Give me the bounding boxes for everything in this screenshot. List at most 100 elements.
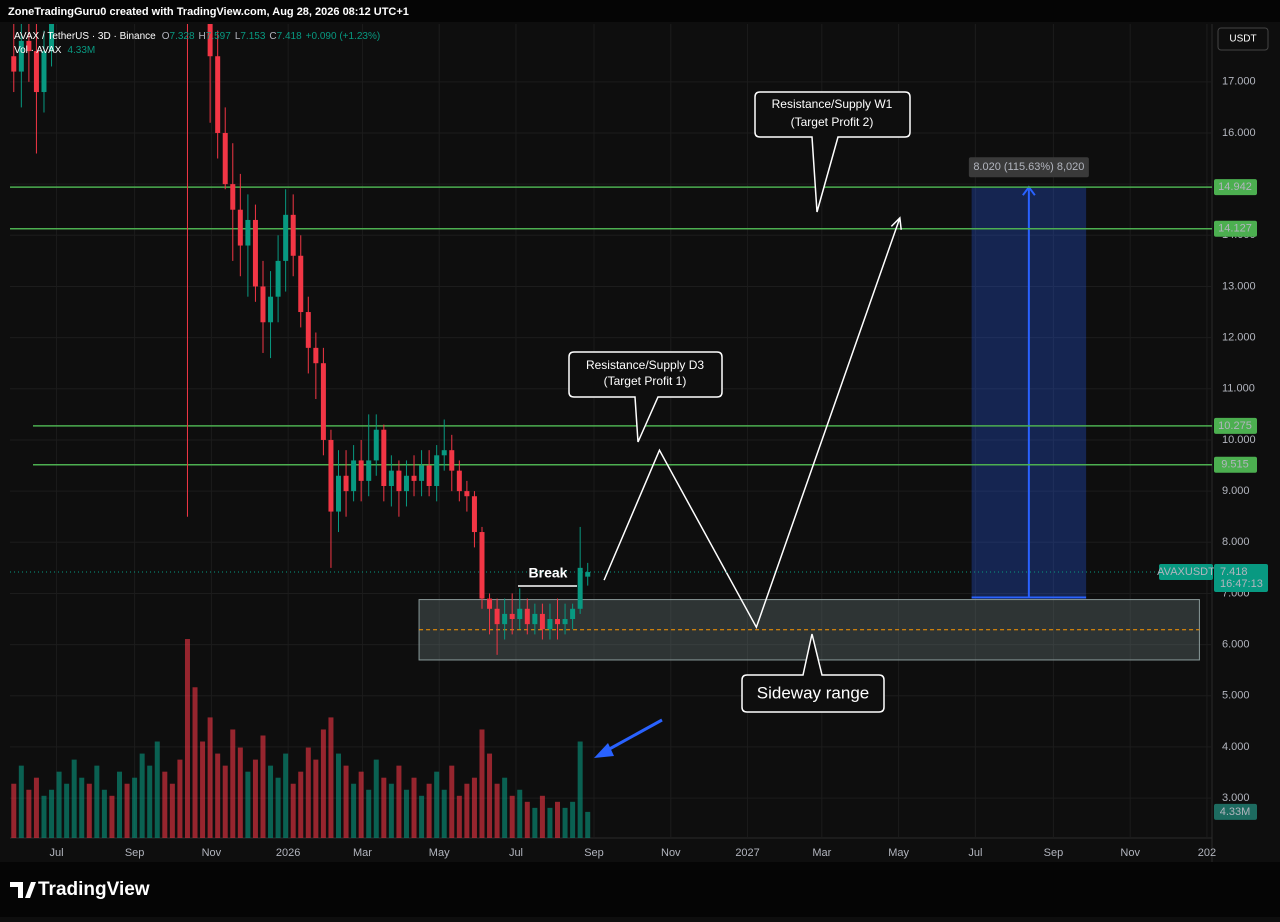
volume-bar (358, 771, 364, 838)
volume-bar (305, 747, 311, 838)
y-tick-label: 9.000 (1222, 485, 1250, 497)
candle-body (373, 429, 379, 461)
bottom-bar (0, 862, 1280, 917)
candle-body (555, 619, 561, 625)
candle-body (434, 455, 440, 486)
volume-label-box (1214, 803, 1257, 820)
top-bar (0, 0, 1280, 22)
volume-bar (275, 777, 281, 838)
volume-bar (260, 735, 266, 838)
x-tick-label: Jul (968, 847, 982, 859)
volume-bar (132, 777, 138, 838)
candle-body (298, 255, 304, 313)
volume-bar (366, 789, 372, 838)
volume-title: Vol · AVAX (14, 45, 62, 56)
high-value: 7.597 (206, 31, 231, 42)
volume-bar (230, 729, 236, 838)
candle-body (222, 132, 228, 185)
volume-bar (298, 771, 304, 838)
volume-bar (124, 783, 130, 838)
candle-body (381, 429, 387, 486)
y-tick-label: 6.000 (1222, 639, 1250, 651)
x-tick-label: Nov (1120, 847, 1140, 859)
candle-body (358, 460, 364, 481)
last-price-box (1214, 564, 1268, 593)
candle-body (237, 209, 243, 246)
candle-body (328, 439, 334, 512)
x-tick-label: Sep (1044, 847, 1064, 859)
volume-bar (147, 765, 153, 838)
x-tick-label: Nov (661, 847, 681, 859)
candle-body (366, 460, 372, 481)
volume-bar (222, 765, 228, 838)
volume-bar (555, 801, 561, 838)
x-tick-label: Mar (812, 847, 831, 859)
projection-path (603, 217, 901, 630)
volume-bar (426, 783, 432, 838)
measure-label-box (968, 157, 1089, 178)
volume-bar (71, 759, 77, 838)
countdown: 16:47:13 (1220, 578, 1263, 590)
volume-bar (184, 639, 190, 838)
volume-label: 4.33M (1220, 806, 1251, 818)
y-tick-label: 17.000 (1222, 76, 1256, 88)
volume-bar (403, 789, 409, 838)
candle-body (290, 214, 296, 256)
candle-body (245, 219, 251, 246)
volume-bar (26, 789, 32, 838)
symbol: AVAX / TetherUS · 3D · Binance (14, 31, 156, 42)
currency-button[interactable] (1217, 27, 1269, 51)
y-tick-label: 4.000 (1222, 741, 1250, 753)
candle-body (464, 491, 470, 497)
callout-box (741, 633, 885, 713)
volume-bar (509, 795, 515, 838)
volume-bar (343, 765, 349, 838)
break-label: Break (529, 565, 568, 581)
candle-body (502, 613, 508, 625)
volume-bar (86, 783, 92, 838)
volume-bar (215, 753, 221, 838)
candle-body (403, 475, 409, 492)
volume-bar (570, 801, 576, 838)
volume-bar (245, 771, 251, 838)
volume-bar (268, 765, 274, 838)
volume-bar (502, 777, 508, 838)
y-tick-label: 8.000 (1222, 536, 1250, 548)
candle-body (49, 24, 55, 52)
volume-bar (207, 717, 213, 838)
candle-body (336, 475, 342, 512)
volume-bar (252, 759, 258, 838)
symbol-tag-box (1159, 564, 1213, 581)
h-label: H (199, 31, 206, 42)
candle-body (343, 475, 349, 492)
currency[interactable]: USDT (1229, 34, 1256, 45)
volume-bar (177, 759, 183, 838)
candle-body (539, 613, 545, 630)
volume-bar (464, 783, 470, 838)
level-label-box (1214, 220, 1257, 237)
volume-bar (162, 771, 168, 838)
pointer-arrowhead (594, 743, 614, 758)
volume-bar (139, 753, 145, 838)
volume-bar (79, 777, 85, 838)
volume-bar (494, 783, 500, 838)
volume-bar (577, 741, 583, 838)
x-tick-label: Jul (509, 847, 523, 859)
volume-line: Vol · AVAX 4.33M (14, 45, 95, 56)
x-tick-label: Jul (50, 847, 64, 859)
y-tick-label: 3.000 (1222, 792, 1250, 804)
candle-body (207, 24, 213, 57)
volume-bar (41, 795, 47, 838)
level-label-box (1214, 417, 1257, 434)
candle-body (494, 608, 500, 625)
x-tick-label: Sep (125, 847, 145, 859)
candle-body (230, 184, 236, 210)
x-tick-label: 202 (1198, 847, 1216, 859)
candle-body (419, 465, 425, 481)
callout-text: Resistance/Supply W1 (772, 97, 893, 111)
symbol-tag: AVAXUSDT (1157, 566, 1215, 578)
x-tick-label: Mar (353, 847, 372, 859)
volume-bar (479, 729, 485, 838)
candle-body (351, 460, 357, 492)
candle-body (577, 567, 583, 609)
